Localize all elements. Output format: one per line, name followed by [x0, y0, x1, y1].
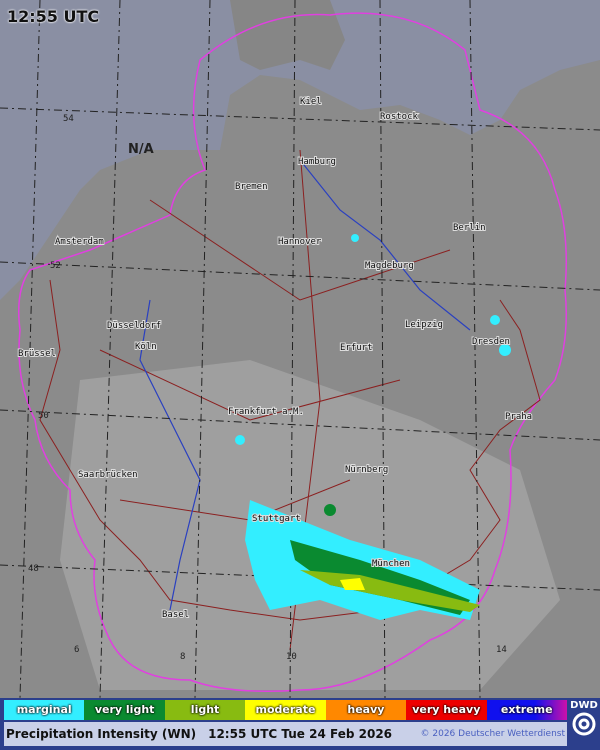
city-label: Köln: [135, 342, 157, 352]
dwd-swirl-icon: [572, 712, 596, 736]
legend-moderate: moderate: [245, 700, 326, 720]
longitude-label: 6: [74, 645, 79, 655]
city-label: Hannover: [278, 237, 322, 247]
city-label: Amsterdam: [55, 237, 104, 247]
legend-very-light: very light: [84, 700, 165, 720]
city-label: Praha: [505, 412, 532, 422]
city-label: Rostock: [380, 112, 419, 122]
city-label: Frankfurt a.M.: [228, 407, 304, 417]
radar-boundary: [18, 12, 567, 692]
precipitation: [235, 234, 511, 620]
timestamp-overlay: 12:55 UTC: [7, 7, 100, 26]
intensity-scale: marginal very light light moderate heavy…: [4, 700, 567, 720]
city-label: Kiel: [300, 97, 322, 107]
dwd-logo: DWD: [568, 698, 600, 750]
latitude-label: 48: [28, 564, 39, 574]
longitude-label: 8: [180, 652, 185, 662]
product-datetime: 12:55 UTC Tue 24 Feb 2026: [208, 727, 393, 741]
city-label: Saarbrücken: [78, 470, 138, 480]
city-label: Bremen: [235, 182, 268, 192]
city-label: Brüssel: [18, 349, 56, 359]
na-label: N/A: [128, 142, 154, 157]
city-label: Magdeburg: [365, 261, 414, 271]
legend-extreme: extreme: [486, 700, 567, 720]
land-denmark: [230, 0, 345, 70]
radar-map[interactable]: Kiel Rostock Hamburg Bremen Hannover Ber…: [0, 0, 600, 698]
graticule-labels: 54 52 50 48 6 8 10 14: [28, 114, 507, 662]
copyright: © 2026 Deutscher Wetterdienst: [420, 729, 565, 739]
city-label: Dresden: [472, 337, 510, 347]
longitude-label: 14: [496, 645, 507, 655]
longitude-label: 10: [286, 652, 297, 662]
city-label: Leipzig: [405, 320, 443, 330]
legend-heavy: heavy: [325, 700, 407, 720]
info-bar: Precipitation Intensity (WN) 12:55 UTC T…: [4, 722, 567, 746]
city-label: München: [372, 559, 410, 569]
city-label: Basel: [162, 610, 189, 620]
city-labels: Kiel Rostock Hamburg Bremen Hannover Ber…: [17, 96, 533, 621]
city-label: Erfurt: [340, 343, 373, 353]
graticule: [0, 0, 600, 698]
latitude-label: 52: [50, 261, 61, 271]
city-label: Berlin: [453, 223, 486, 233]
borders: [39, 149, 541, 651]
city-label: Düsseldorf: [107, 321, 161, 331]
legend-light: light: [164, 700, 246, 720]
legend-very-heavy: very heavy: [406, 700, 487, 720]
city-label: Stuttgart: [252, 514, 301, 524]
legend-panel: marginal very light light moderate heavy…: [0, 698, 600, 750]
city-label: Nürnberg: [345, 465, 388, 475]
latitude-label: 54: [63, 114, 74, 124]
land: [0, 60, 600, 698]
city-label: Hamburg: [298, 157, 336, 167]
product-title: Precipitation Intensity (WN): [6, 727, 197, 741]
dwd-logo-text: DWD: [570, 700, 598, 711]
latitude-label: 50: [38, 411, 49, 421]
legend-marginal: marginal: [4, 700, 85, 720]
